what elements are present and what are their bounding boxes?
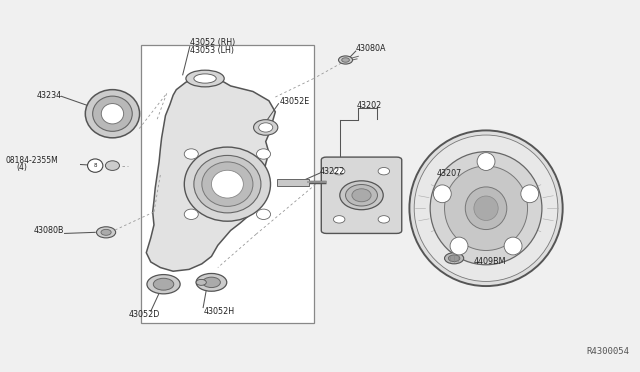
Text: R4300054: R4300054 [587,347,630,356]
Text: 43052H: 43052H [203,307,234,316]
Ellipse shape [445,253,464,264]
Text: 43080A: 43080A [356,44,387,53]
Ellipse shape [340,181,383,210]
Ellipse shape [194,155,261,213]
Ellipse shape [342,58,349,62]
Text: 43080B: 43080B [34,226,65,235]
Text: 43202: 43202 [357,101,382,110]
Ellipse shape [253,120,278,135]
Polygon shape [147,77,275,271]
Ellipse shape [410,131,563,286]
Text: 43052 (RH): 43052 (RH) [189,38,235,48]
Text: 43207: 43207 [436,169,461,177]
Text: 43234: 43234 [37,91,62,100]
Ellipse shape [352,189,371,202]
Ellipse shape [339,56,353,64]
Ellipse shape [333,216,345,223]
FancyBboxPatch shape [276,179,308,186]
Ellipse shape [88,159,103,172]
Text: 43052E: 43052E [279,97,309,106]
Ellipse shape [450,237,468,255]
Ellipse shape [186,70,224,87]
Ellipse shape [106,161,120,170]
Ellipse shape [202,162,253,206]
Text: 43053 (LH): 43053 (LH) [189,46,234,55]
Ellipse shape [259,123,273,132]
Ellipse shape [474,196,498,221]
Ellipse shape [85,90,140,138]
Text: 8: 8 [93,163,97,168]
Ellipse shape [184,209,198,219]
Ellipse shape [101,103,124,124]
Text: 43222: 43222 [320,167,346,176]
FancyBboxPatch shape [321,157,402,234]
Ellipse shape [196,273,227,291]
Text: 43052D: 43052D [129,311,160,320]
Ellipse shape [101,230,111,235]
Ellipse shape [504,237,522,255]
Ellipse shape [378,167,390,175]
Text: 4409BM: 4409BM [473,257,506,266]
Ellipse shape [184,149,198,159]
Ellipse shape [445,166,527,250]
Ellipse shape [202,277,220,288]
Ellipse shape [97,227,116,238]
Ellipse shape [449,255,460,262]
Ellipse shape [430,152,542,265]
Ellipse shape [154,278,173,290]
Text: 08184-2355M: 08184-2355M [6,156,58,165]
Ellipse shape [465,187,507,230]
Ellipse shape [333,167,345,175]
Text: (4): (4) [17,163,28,172]
Ellipse shape [184,147,271,221]
Ellipse shape [257,209,271,219]
Ellipse shape [433,185,451,203]
Ellipse shape [147,275,180,294]
Ellipse shape [414,135,558,282]
Ellipse shape [196,279,206,285]
Ellipse shape [257,149,271,159]
Ellipse shape [211,170,243,198]
Ellipse shape [194,74,216,83]
Ellipse shape [477,153,495,170]
Ellipse shape [346,185,378,206]
Ellipse shape [93,96,132,131]
Ellipse shape [521,185,539,203]
Bar [141,45,314,323]
Ellipse shape [378,216,390,223]
